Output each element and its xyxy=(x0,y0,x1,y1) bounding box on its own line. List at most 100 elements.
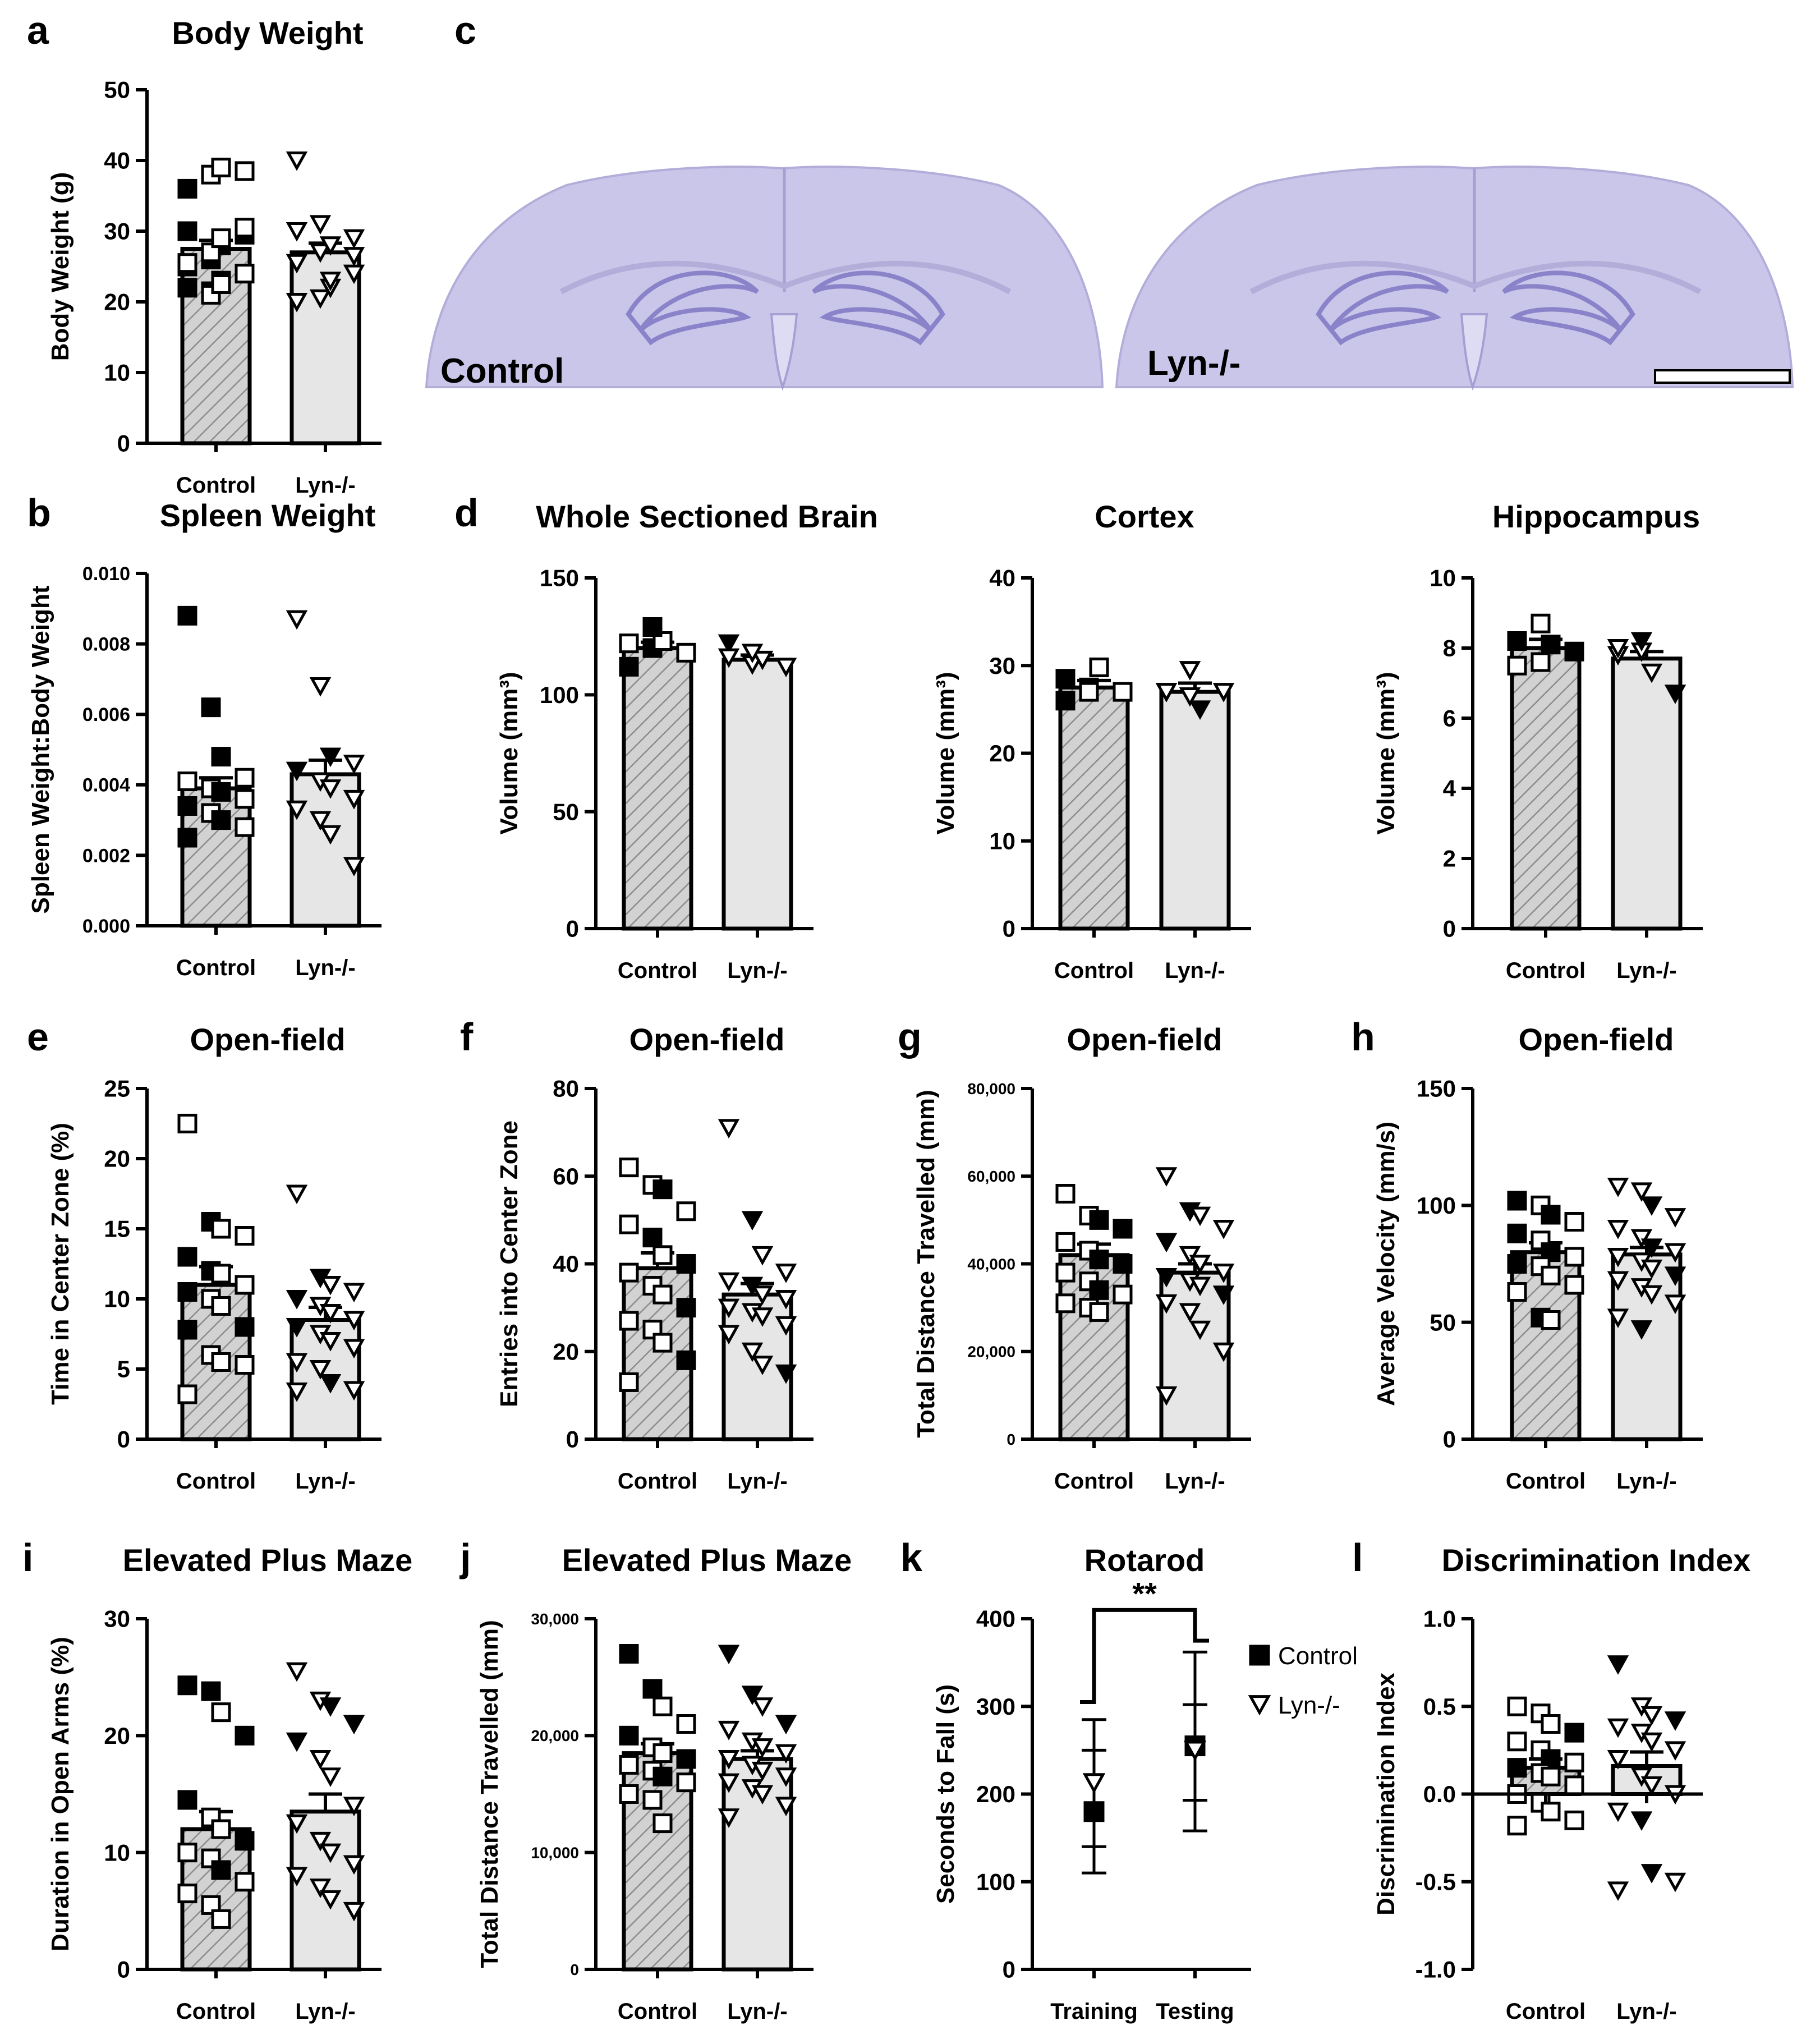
chart-k: Rotarod Seconds to Fall (s) ** Control Lyn-/… xyxy=(932,1542,1358,2024)
hippocampus-lyn-left xyxy=(1316,270,1449,346)
y-tick-label: 4 xyxy=(1443,775,1456,802)
y-tick-label: 0 xyxy=(566,1426,579,1453)
ventricle-lyn xyxy=(1460,313,1488,391)
data-point xyxy=(775,1797,797,1816)
data-point xyxy=(319,1374,342,1394)
histology-label-control: Control xyxy=(440,352,564,391)
x-tick-label: Lyn-/- xyxy=(1616,1469,1676,1494)
data-point xyxy=(177,278,197,298)
chart-title: Discrimination Index xyxy=(1442,1542,1751,1578)
data-point xyxy=(676,642,696,663)
data-point xyxy=(1640,1196,1663,1216)
data-point xyxy=(775,1316,797,1336)
data-point xyxy=(676,1749,696,1769)
x-tick-label: Control xyxy=(1506,958,1585,983)
data-point xyxy=(286,254,308,274)
y-tick-label: 30 xyxy=(989,653,1015,679)
chart-l: Discrimination Index Discrimination Index… xyxy=(1372,1542,1750,2024)
data-point xyxy=(1607,1881,1629,1902)
y-tick-label: 0 xyxy=(1003,916,1015,942)
data-point xyxy=(286,293,308,313)
data-point xyxy=(1055,1184,1076,1204)
data-point xyxy=(286,1383,308,1402)
data-point xyxy=(1541,1310,1561,1330)
chart-b: Spleen Weight Spleen Weight:Body Weight Co… xyxy=(27,498,382,980)
data-point xyxy=(1664,1711,1686,1731)
data-point xyxy=(676,1254,696,1274)
x-tick-label: Lyn-/- xyxy=(295,956,355,980)
panel-letter-k: k xyxy=(900,1536,922,1579)
significance-label: ** xyxy=(1132,1576,1157,1611)
x-tick-label: Lyn-/- xyxy=(1165,1469,1225,1494)
y-tick-label: 0 xyxy=(1443,1426,1456,1453)
chart-title: Open-field xyxy=(190,1022,346,1057)
chart-h: Open-field Average Velocity (mm/s) Control… xyxy=(1372,1022,1703,1494)
data-point xyxy=(751,1356,774,1375)
data-point xyxy=(1541,1265,1561,1285)
bar-control xyxy=(1510,646,1582,931)
y-tick-label: 10 xyxy=(104,1839,130,1866)
data-point xyxy=(1055,691,1076,711)
data-point xyxy=(235,1317,255,1337)
data-point xyxy=(1212,683,1235,702)
data-point xyxy=(1507,631,1527,651)
data-point xyxy=(1607,1248,1629,1267)
data-point xyxy=(1607,1308,1629,1328)
data-point xyxy=(1179,687,1201,707)
data-point xyxy=(718,1773,740,1793)
y-tick-label: 20 xyxy=(104,1146,130,1172)
y-tick-label: 5 xyxy=(117,1356,130,1383)
y-tick-label: 0 xyxy=(117,1956,130,1983)
data-point xyxy=(1640,1776,1663,1796)
data-point xyxy=(1507,1191,1527,1211)
legend-label: Control xyxy=(1278,1642,1358,1670)
data-point xyxy=(1179,1303,1201,1323)
chart-title: Elevated Plus Maze xyxy=(562,1542,852,1578)
chart-title: Open-field xyxy=(629,1022,785,1057)
data-point xyxy=(642,617,663,637)
x-tick-label: Lyn-/- xyxy=(295,1999,355,2024)
data-point xyxy=(1607,1271,1629,1291)
data-point xyxy=(1507,655,1527,676)
data-point xyxy=(652,1743,673,1763)
scale-bar xyxy=(1654,369,1791,384)
data-point xyxy=(718,1750,740,1770)
x-tick-label: Lyn-/- xyxy=(727,1999,787,2024)
y-tick-label: 60 xyxy=(553,1163,579,1189)
data-point xyxy=(1640,1259,1663,1279)
data-point xyxy=(751,1785,774,1805)
data-point xyxy=(751,1761,774,1781)
data-point xyxy=(177,796,197,816)
data-point xyxy=(177,1790,197,1810)
x-tick-label: Lyn-/- xyxy=(295,473,355,498)
data-point xyxy=(177,828,197,848)
y-axis-label: Entries into Center Zone xyxy=(495,1120,523,1407)
data-point xyxy=(1507,1732,1527,1752)
x-tick-label: Control xyxy=(1054,958,1134,983)
data-point xyxy=(619,1158,639,1178)
x-tick-label: Control xyxy=(618,958,697,983)
y-tick-label: 0.000 xyxy=(82,916,130,937)
y-tick-label: 100 xyxy=(976,1868,1015,1895)
data-point xyxy=(211,782,231,802)
data-point xyxy=(642,1228,663,1248)
data-point xyxy=(235,1872,255,1892)
data-point xyxy=(1212,1342,1235,1362)
data-point xyxy=(1089,1250,1109,1270)
data-point xyxy=(775,1744,797,1764)
y-tick-label: 20 xyxy=(104,1723,130,1749)
data-point xyxy=(211,747,231,767)
data-point xyxy=(286,800,308,820)
x-tick-label: Lyn-/- xyxy=(295,1469,355,1494)
data-point xyxy=(343,1381,365,1401)
data-point xyxy=(642,1679,663,1699)
bar-control xyxy=(1058,685,1130,931)
chart-title: Rotarod xyxy=(1084,1542,1205,1578)
data-point xyxy=(177,1384,197,1404)
y-tick-label: 8 xyxy=(1443,635,1456,662)
data-point xyxy=(1507,1282,1527,1302)
data-point xyxy=(619,656,639,677)
data-point xyxy=(319,1304,342,1324)
y-tick-label: 80 xyxy=(553,1076,579,1102)
